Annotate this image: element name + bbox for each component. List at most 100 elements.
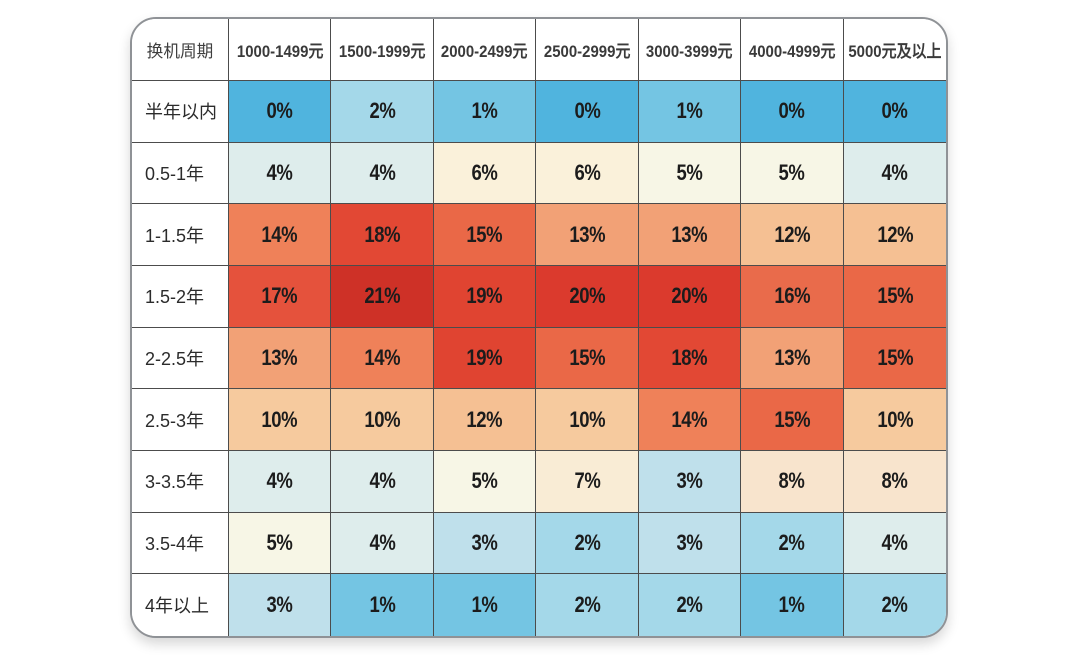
row-label: 半年以内 bbox=[132, 81, 229, 143]
heatmap-cell-value: 8% bbox=[881, 468, 908, 494]
heatmap-cell-value: 5% bbox=[471, 468, 498, 494]
heatmap-cell: 15% bbox=[536, 327, 639, 390]
row-label: 4年以上 bbox=[132, 574, 229, 636]
heatmap-cell: 15% bbox=[843, 266, 946, 328]
heatmap-cell-value: 19% bbox=[466, 283, 503, 309]
heatmap-cell: 4% bbox=[331, 451, 434, 513]
heatmap-cell: 18% bbox=[331, 204, 434, 266]
heatmap-cell: 2% bbox=[741, 512, 844, 575]
heatmap-cell-value: 14% bbox=[671, 406, 708, 432]
heatmap-cell: 0% bbox=[741, 81, 844, 143]
heatmap-cell-value: 15% bbox=[876, 283, 913, 309]
heatmap-cell-value: 0% bbox=[574, 98, 600, 124]
heatmap-cell: 6% bbox=[433, 142, 537, 205]
heatmap-cell-value: 3% bbox=[471, 529, 498, 555]
column-header-label: 2000-2499元 bbox=[441, 42, 528, 61]
heatmap-cell: 3% bbox=[638, 451, 742, 513]
heatmap-cell-value: 13% bbox=[261, 344, 298, 370]
heatmap-cell: 0% bbox=[229, 81, 332, 143]
heatmap-cell-value: 2% bbox=[778, 529, 805, 555]
column-header: 3000-3999元 bbox=[638, 19, 742, 81]
heatmap-cell-value: 8% bbox=[778, 468, 805, 494]
heatmap-cell: 8% bbox=[741, 451, 844, 513]
heatmap-cell: 1% bbox=[433, 81, 537, 143]
heatmap-cell-value: 7% bbox=[574, 468, 600, 494]
heatmap-cell-value: 21% bbox=[364, 283, 401, 309]
row-label: 3-3.5年 bbox=[132, 451, 229, 513]
heatmap-cell-value: 2% bbox=[676, 592, 703, 618]
heatmap-cell-value: 4% bbox=[369, 529, 396, 555]
heatmap-cell: 19% bbox=[433, 327, 537, 390]
heatmap-cell-value: 2% bbox=[574, 592, 600, 618]
heatmap-cell-value: 13% bbox=[773, 344, 810, 370]
heatmap-cell-value: 19% bbox=[466, 344, 503, 370]
heatmap-cell: 3% bbox=[433, 512, 537, 575]
column-header-label: 3000-3999元 bbox=[646, 42, 733, 61]
column-header: 2000-2499元 bbox=[433, 19, 537, 81]
column-header: 1000-1499元 bbox=[229, 19, 332, 81]
heatmap-cell-value: 4% bbox=[881, 529, 908, 555]
heatmap-cell: 2% bbox=[536, 574, 639, 636]
column-header-label: 2500-2999元 bbox=[543, 42, 631, 61]
heatmap-cell: 16% bbox=[741, 266, 844, 328]
heatmap-cell-value: 0% bbox=[266, 98, 293, 124]
heatmap-cell: 20% bbox=[536, 266, 639, 328]
heatmap-cell: 7% bbox=[536, 451, 639, 513]
heatmap-cell-value: 13% bbox=[569, 221, 605, 247]
heatmap-cell: 0% bbox=[843, 81, 946, 143]
heatmap-cell-value: 12% bbox=[466, 406, 503, 432]
heatmap-cell: 21% bbox=[331, 266, 434, 328]
heatmap-cell-value: 15% bbox=[466, 221, 503, 247]
heatmap-cell-value: 4% bbox=[266, 159, 293, 185]
heatmap-cell: 5% bbox=[741, 142, 844, 205]
heatmap-cell-value: 3% bbox=[676, 468, 703, 494]
row-label: 1.5-2年 bbox=[132, 266, 229, 328]
heatmap-cell: 3% bbox=[229, 574, 332, 636]
corner-header-label: 换机周期 bbox=[146, 42, 214, 61]
heatmap-cell: 3% bbox=[638, 512, 742, 575]
heatmap-cell-value: 14% bbox=[364, 344, 401, 370]
heatmap-cell: 5% bbox=[433, 451, 537, 513]
heatmap-cell-value: 18% bbox=[364, 221, 401, 247]
heatmap-cell-value: 4% bbox=[266, 468, 293, 494]
heatmap-cell-value: 5% bbox=[778, 159, 805, 185]
heatmap-cell: 4% bbox=[331, 512, 434, 575]
heatmap-cell: 14% bbox=[638, 389, 742, 451]
heatmap-cell: 10% bbox=[536, 389, 639, 451]
heatmap-cell-value: 18% bbox=[671, 344, 708, 370]
heatmap-cell: 15% bbox=[843, 327, 946, 390]
heatmap-cell-value: 20% bbox=[671, 283, 708, 309]
heatmap-cell-value: 1% bbox=[778, 592, 805, 618]
heatmap-cell-value: 1% bbox=[676, 98, 703, 124]
heatmap-cell-value: 10% bbox=[569, 406, 605, 432]
heatmap-cell-value: 10% bbox=[364, 406, 401, 432]
heatmap-cell-value: 16% bbox=[773, 283, 810, 309]
heatmap-cell: 12% bbox=[433, 389, 537, 451]
heatmap-cell-value: 2% bbox=[369, 98, 396, 124]
row-label: 2-2.5年 bbox=[132, 327, 229, 390]
heatmap-cell-value: 13% bbox=[671, 221, 708, 247]
heatmap-cell: 15% bbox=[741, 389, 844, 451]
heatmap-cell-value: 0% bbox=[778, 98, 805, 124]
heatmap-cell: 14% bbox=[331, 327, 434, 390]
heatmap-cell-value: 15% bbox=[876, 344, 913, 370]
heatmap-cell-value: 20% bbox=[569, 283, 605, 309]
heatmap-cell: 19% bbox=[433, 266, 537, 328]
heatmap-cell: 6% bbox=[536, 142, 639, 205]
heatmap-cell-value: 6% bbox=[574, 159, 600, 185]
column-header: 5000元及以上 bbox=[843, 19, 946, 81]
heatmap-cell: 15% bbox=[433, 204, 537, 266]
heatmap-cell-value: 15% bbox=[773, 406, 810, 432]
heatmap-cell: 4% bbox=[331, 142, 434, 205]
heatmap-cell-value: 1% bbox=[369, 592, 396, 618]
heatmap-cell-value: 17% bbox=[261, 283, 298, 309]
heatmap-cell: 5% bbox=[229, 512, 332, 575]
column-header: 4000-4999元 bbox=[741, 19, 844, 81]
heatmap-cell: 5% bbox=[638, 142, 742, 205]
heatmap-cell: 1% bbox=[638, 81, 742, 143]
heatmap-cell-value: 1% bbox=[471, 98, 498, 124]
heatmap-cell-value: 12% bbox=[773, 221, 810, 247]
heatmap-cell: 1% bbox=[331, 574, 434, 636]
heatmap-cell: 1% bbox=[741, 574, 844, 636]
column-header-label: 1000-1499元 bbox=[236, 42, 323, 61]
